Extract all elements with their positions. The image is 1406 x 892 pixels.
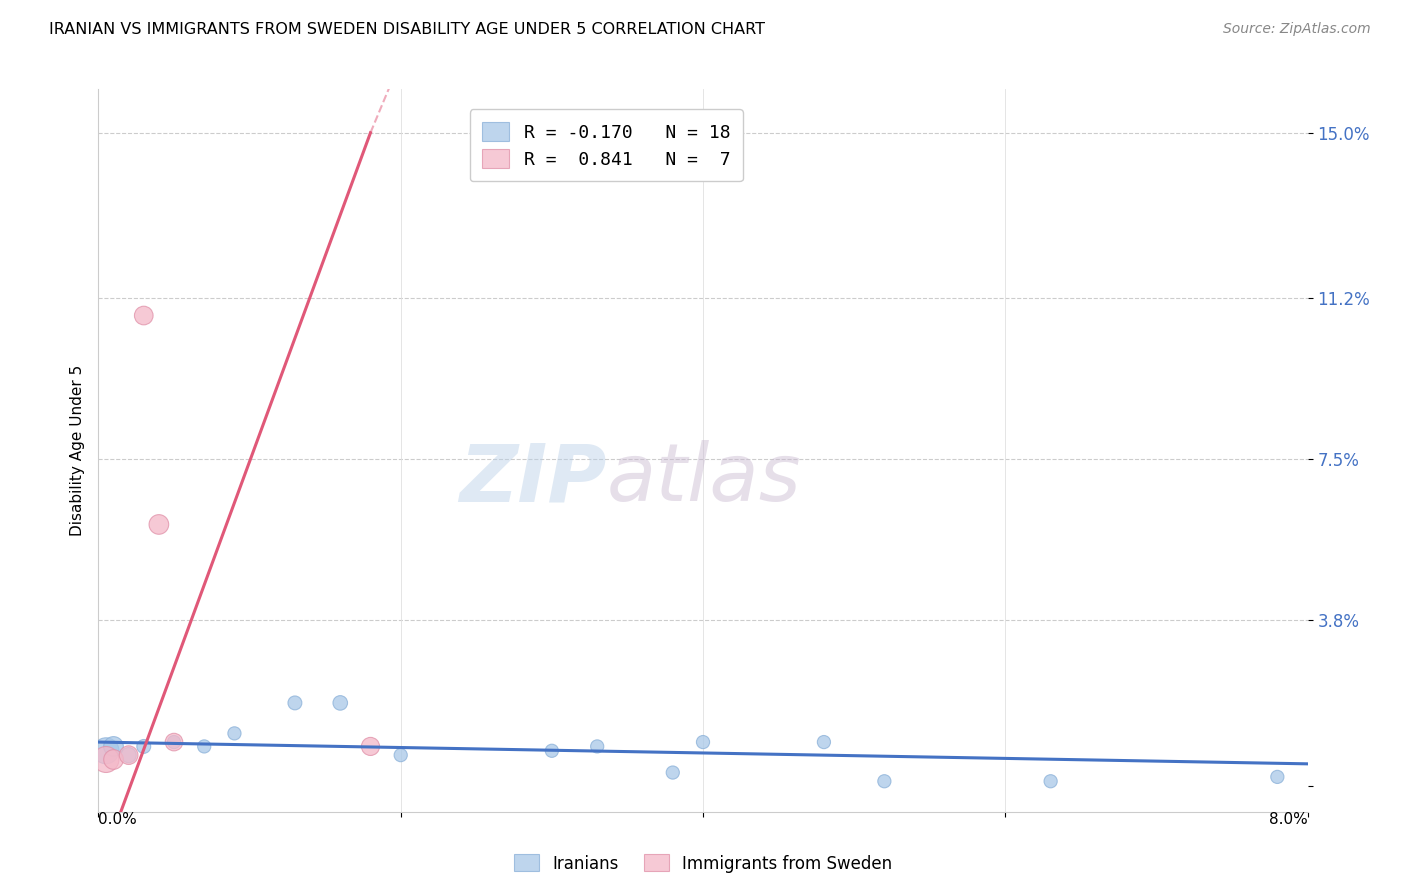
Point	[1267, 770, 1289, 784]
Point	[661, 765, 683, 780]
Text: Source: ZipAtlas.com: Source: ZipAtlas.com	[1223, 22, 1371, 37]
Text: 0.0%: 0.0%	[98, 812, 138, 827]
Text: IRANIAN VS IMMIGRANTS FROM SWEDEN DISABILITY AGE UNDER 5 CORRELATION CHART: IRANIAN VS IMMIGRANTS FROM SWEDEN DISABI…	[49, 22, 765, 37]
Point	[118, 748, 141, 763]
Point	[540, 744, 562, 758]
Point	[94, 752, 117, 766]
Point	[692, 735, 714, 749]
Text: ZIP: ZIP	[458, 441, 606, 518]
Point	[103, 752, 125, 766]
Point	[103, 739, 125, 754]
Point	[284, 696, 307, 710]
Text: atlas: atlas	[606, 441, 801, 518]
Point	[118, 748, 141, 763]
Point	[94, 744, 117, 758]
Point	[389, 748, 412, 763]
Point	[193, 739, 215, 754]
Point	[360, 739, 382, 754]
Point	[586, 739, 609, 754]
Point	[132, 739, 155, 754]
Point	[224, 726, 246, 740]
Point	[163, 735, 186, 749]
Point	[329, 696, 352, 710]
Legend: R = -0.170   N = 18, R =  0.841   N =  7: R = -0.170 N = 18, R = 0.841 N = 7	[470, 109, 742, 181]
Point	[873, 774, 896, 789]
Point	[1039, 774, 1062, 789]
Text: 8.0%: 8.0%	[1268, 812, 1308, 827]
Legend: Iranians, Immigrants from Sweden: Iranians, Immigrants from Sweden	[508, 847, 898, 880]
Point	[163, 735, 186, 749]
Point	[813, 735, 835, 749]
Point	[148, 517, 170, 532]
Y-axis label: Disability Age Under 5: Disability Age Under 5	[69, 365, 84, 536]
Point	[132, 309, 155, 323]
